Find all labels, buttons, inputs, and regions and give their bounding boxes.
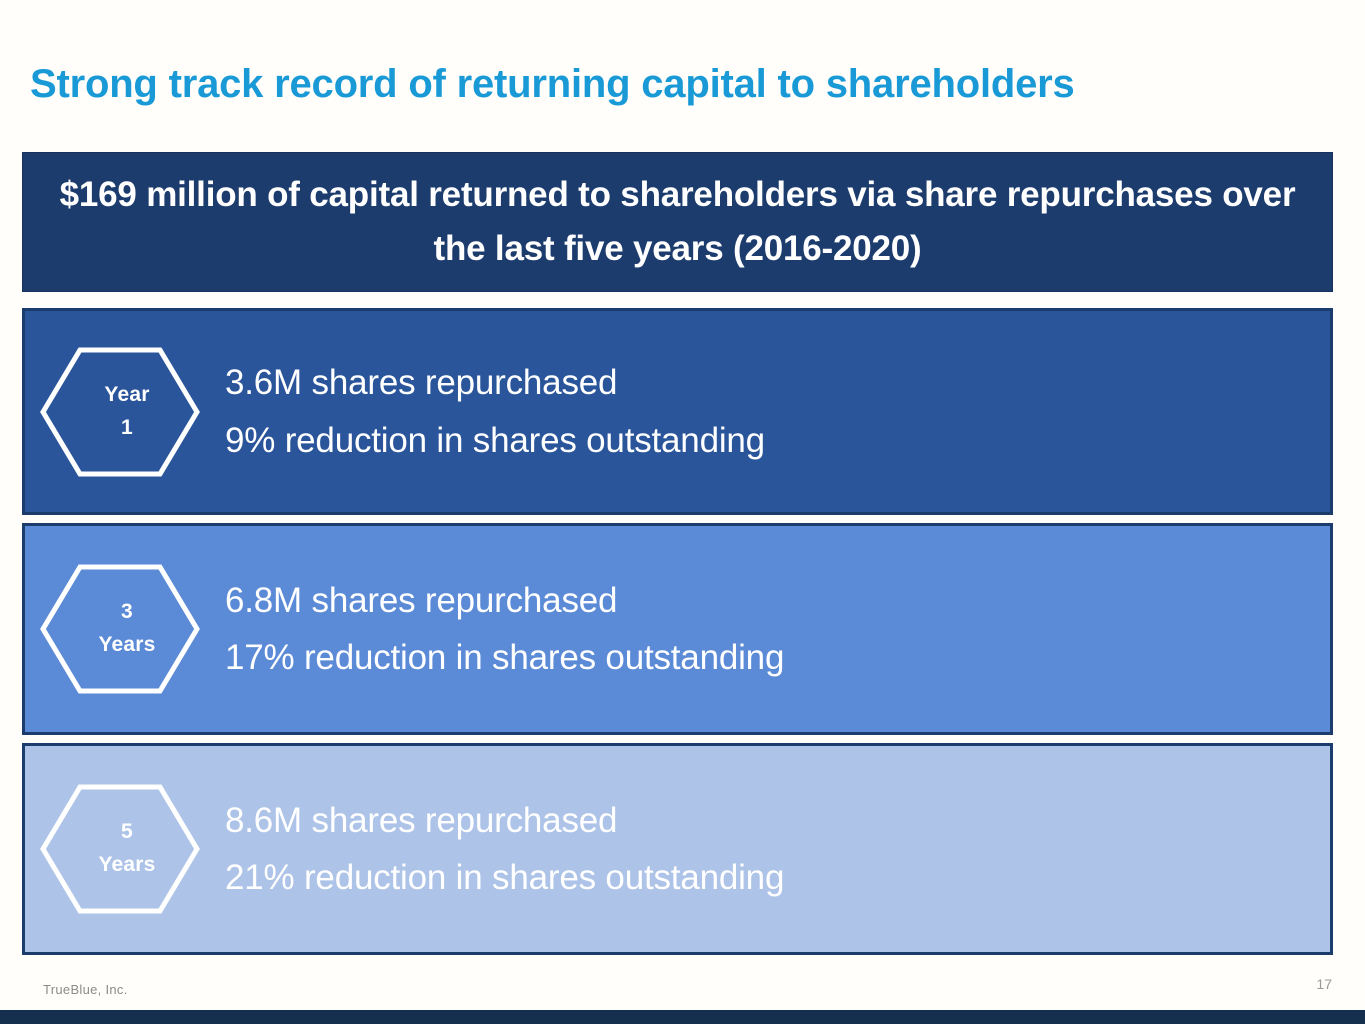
metric-card-3-years: 3 Years 6.8M shares repurchased 17% redu… [22,523,1333,735]
metric-line-shares: 8.6M shares repurchased [225,800,618,840]
metric-text-5-years: 8.6M shares repurchased 21% reduction in… [225,792,784,906]
metric-text-year-1: 3.6M shares repurchased 9% reduction in … [225,354,765,468]
hexagon-badge-label: Year 1 [90,379,149,444]
headline-banner: $169 million of capital returned to shar… [22,152,1333,292]
metric-text-3-years: 6.8M shares repurchased 17% reduction in… [225,572,784,686]
bottom-accent-bar [0,1010,1365,1024]
hexagon-badge-line-2: Years [98,633,156,656]
hexagon-badge-line-2: Years [98,853,156,876]
metric-card-5-years: 5 Years 8.6M shares repurchased 21% redu… [22,743,1333,955]
page-title: Strong track record of returning capital… [30,62,1075,106]
hexagon-badge-label: 3 Years [84,596,155,661]
metric-line-shares: 3.6M shares repurchased [225,363,618,403]
metric-card-year-1: Year 1 3.6M shares repurchased 9% reduct… [22,308,1333,515]
hexagon-badge-label: 5 Years [84,816,155,881]
metric-line-reduction: 9% reduction in shares outstanding [225,420,765,460]
hexagon-badge-3-years: 3 Years [39,563,201,695]
hexagon-badge-line-2: 1 [121,415,133,439]
footer-company-name: TrueBlue, Inc. [43,982,128,997]
headline-text: $169 million of capital returned to shar… [59,174,1296,268]
metric-line-reduction: 17% reduction in shares outstanding [225,638,785,677]
hexagon-icon [40,564,200,694]
hexagon-badge-year-1: Year 1 [39,346,201,478]
hexagon-icon [40,347,200,476]
metric-line-shares: 6.8M shares repurchased [225,580,618,620]
hexagon-badge-line-1: Year [104,382,150,406]
hexagon-icon [40,784,200,914]
metric-line-reduction: 21% reduction in shares outstanding [225,858,785,897]
page-number: 17 [1316,976,1332,992]
hexagon-badge-5-years: 5 Years [39,783,201,915]
hexagon-badge-line-1: 3 [121,600,133,624]
hexagon-badge-line-1: 5 [121,820,133,844]
